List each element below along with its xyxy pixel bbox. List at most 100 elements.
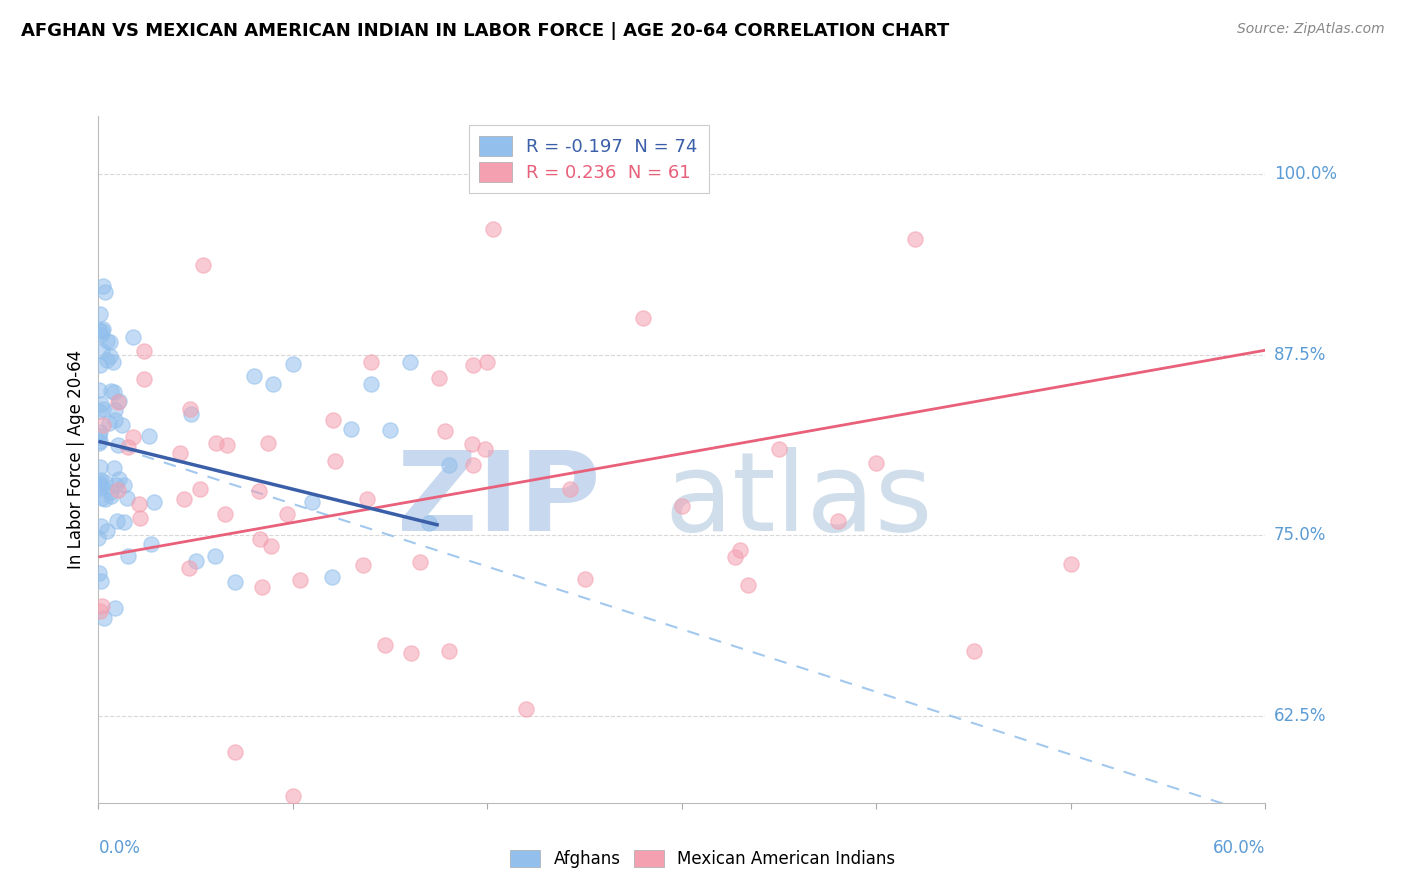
Point [89, 460, 111, 475]
Point [262, 377, 284, 392]
Point [290, 573, 312, 587]
Point [128, 497, 150, 511]
Point [249, 532, 271, 546]
Point [104, 413, 127, 427]
Point [114, 477, 136, 491]
Point [474, 442, 496, 456]
Point [90, 519, 112, 533]
Point [101, 355, 124, 369]
Point [281, 357, 304, 371]
Point [399, 646, 422, 660]
Point [962, 644, 984, 658]
Point [89, 425, 111, 439]
Point [737, 577, 759, 591]
Point [117, 440, 139, 454]
Point [96, 524, 118, 538]
Text: 75.0%: 75.0% [1274, 526, 1326, 544]
Point [105, 514, 128, 528]
Point [87, 566, 110, 580]
Point [98, 810, 121, 824]
Point [100, 384, 122, 398]
Point [96, 334, 118, 349]
Point [90, 327, 112, 342]
Point [87, 383, 110, 397]
Point [139, 537, 162, 551]
Point [631, 311, 654, 326]
Text: 0.0%: 0.0% [98, 838, 141, 857]
Point [321, 569, 343, 583]
Point [91, 418, 114, 433]
Point [560, 482, 582, 496]
Point [463, 458, 485, 473]
Point [89, 307, 111, 321]
Point [301, 495, 323, 509]
Point [94, 492, 117, 507]
Point [107, 395, 129, 409]
Point [103, 384, 125, 399]
Point [179, 401, 201, 416]
Point [276, 507, 298, 521]
Point [217, 438, 239, 452]
Point [191, 258, 214, 272]
Point [257, 435, 280, 450]
Point [104, 600, 127, 615]
Point [90, 324, 112, 338]
Point [90, 574, 112, 588]
Point [461, 359, 484, 373]
Point [132, 344, 155, 359]
Point [96, 352, 118, 367]
Text: 62.5%: 62.5% [1274, 707, 1326, 725]
Point [768, 442, 790, 456]
Point [214, 507, 236, 521]
Point [1060, 558, 1083, 572]
Point [434, 424, 457, 438]
Point [724, 549, 747, 564]
Point [461, 437, 484, 451]
Point [904, 232, 927, 246]
Point [90, 397, 112, 411]
Text: ZIP: ZIP [396, 447, 600, 554]
Point [243, 369, 266, 384]
Point [179, 560, 201, 574]
Point [138, 429, 160, 443]
Point [437, 644, 460, 658]
Point [730, 542, 752, 557]
Point [91, 279, 114, 293]
Point [352, 558, 374, 572]
Point [89, 358, 111, 372]
Point [90, 599, 112, 613]
Point [107, 483, 129, 497]
Point [98, 416, 121, 430]
Y-axis label: In Labor Force | Age 20-64: In Labor Force | Age 20-64 [66, 350, 84, 569]
Point [89, 478, 111, 492]
Point [90, 473, 112, 487]
Point [180, 408, 202, 422]
Point [103, 461, 125, 475]
Point [322, 413, 344, 427]
Text: 100.0%: 100.0% [1274, 165, 1337, 183]
Point [115, 491, 138, 505]
Point [108, 473, 131, 487]
Point [515, 702, 537, 716]
Point [247, 483, 270, 498]
Point [87, 404, 110, 418]
Point [574, 572, 596, 586]
Point [671, 500, 693, 514]
Point [121, 330, 143, 344]
Point [409, 555, 432, 569]
Point [374, 638, 396, 652]
Point [188, 482, 211, 496]
Point [427, 370, 450, 384]
Point [87, 429, 110, 443]
Text: 60.0%: 60.0% [1213, 838, 1265, 857]
Point [91, 344, 114, 359]
Point [129, 511, 152, 525]
Point [340, 422, 363, 436]
Point [323, 454, 346, 468]
Point [87, 531, 110, 545]
Point [93, 285, 115, 299]
Point [93, 610, 115, 624]
Point [90, 491, 112, 505]
Point [169, 446, 191, 460]
Point [91, 322, 114, 336]
